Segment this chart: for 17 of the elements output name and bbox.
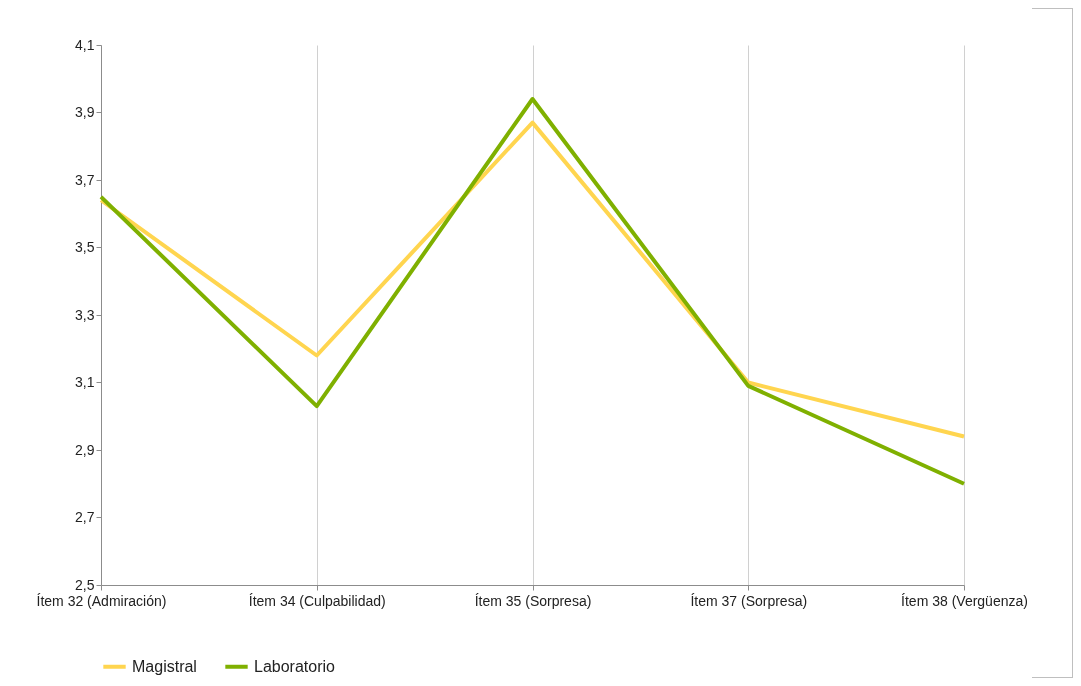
y-tick-label: 2,9 xyxy=(75,441,95,458)
y-tick-label: 3,5 xyxy=(75,239,95,255)
x-tick-label: Ítem 37 (Sorpresa) xyxy=(690,592,808,609)
legend-label: Laboratorio xyxy=(254,657,336,675)
legend-label: Magistral xyxy=(132,657,197,675)
y-tick-label: 3,1 xyxy=(75,374,95,390)
y-tick-label: 3,3 xyxy=(75,306,95,323)
y-tick-label: 2,7 xyxy=(75,509,95,525)
y-tick-label: 4,1 xyxy=(75,36,95,53)
x-tick-label: Ítem 32 (Admiración) xyxy=(36,592,167,609)
x-tick-label: Ítem 38 (Vergüenza) xyxy=(901,592,1028,609)
y-tick-label: 3,7 xyxy=(75,171,95,188)
y-tick-label: 3,9 xyxy=(75,104,95,120)
x-tick-label: Ítem 35 (Sorpresa) xyxy=(474,592,592,609)
y-tick-label: 2,5 xyxy=(75,576,95,593)
line-series xyxy=(99,97,966,486)
x-tick-label: Ítem 34 (Culpabilidad) xyxy=(248,592,386,609)
